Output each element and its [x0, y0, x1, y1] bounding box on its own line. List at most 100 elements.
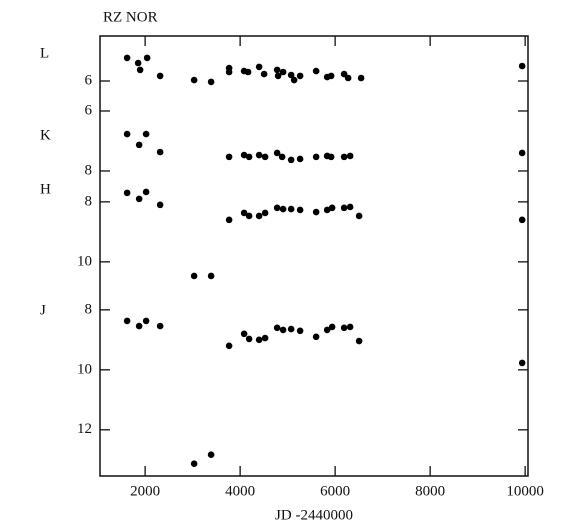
data-point — [190, 460, 198, 468]
data-point — [261, 334, 269, 342]
data-point — [225, 68, 233, 76]
data-point — [245, 212, 253, 220]
data-point — [240, 209, 248, 217]
data-point — [225, 216, 233, 224]
y-tick-label: 8 — [85, 301, 93, 317]
data-point — [323, 326, 331, 334]
data-point — [207, 272, 215, 280]
data-point — [340, 153, 348, 161]
series-label: H — [40, 181, 51, 197]
data-point — [296, 327, 304, 335]
data-point — [156, 201, 164, 209]
data-point — [260, 70, 268, 78]
data-point — [327, 72, 335, 80]
data-point — [123, 317, 131, 325]
data-point — [312, 153, 320, 161]
data-point — [355, 337, 363, 345]
data-point — [245, 153, 253, 161]
data-point — [287, 205, 295, 213]
plot-frame — [99, 35, 529, 477]
data-point — [135, 322, 143, 330]
data-point — [296, 206, 304, 214]
data-point — [327, 153, 335, 161]
data-point — [346, 152, 354, 160]
data-point — [346, 323, 354, 331]
data-point — [312, 333, 320, 341]
data-point — [190, 272, 198, 280]
data-point — [143, 54, 151, 62]
data-point — [123, 54, 131, 62]
data-point — [279, 326, 287, 334]
y-tick-label: 6 — [85, 102, 93, 118]
data-point — [240, 330, 248, 338]
data-point — [355, 212, 363, 220]
data-point — [135, 195, 143, 203]
chart-title: RZ NOR — [103, 9, 158, 25]
data-point — [273, 204, 281, 212]
data-point — [340, 204, 348, 212]
x-tick-label: 6000 — [320, 483, 350, 499]
y-tick-label: 8 — [85, 162, 93, 178]
data-point — [357, 74, 365, 82]
data-point — [245, 335, 253, 343]
y-tick-label: 8 — [85, 193, 93, 209]
data-point — [244, 68, 252, 76]
data-point — [225, 153, 233, 161]
data-point — [142, 317, 150, 325]
data-point — [240, 151, 248, 159]
data-point — [156, 322, 164, 330]
y-tick-label: 12 — [77, 421, 92, 437]
data-point — [134, 59, 142, 67]
data-point — [287, 156, 295, 164]
data-point — [328, 323, 336, 331]
data-point — [207, 451, 215, 459]
data-point — [273, 66, 281, 74]
data-point — [279, 68, 287, 76]
data-point — [518, 359, 526, 367]
data-point — [518, 62, 526, 70]
series-label: J — [40, 302, 46, 318]
data-point — [274, 72, 282, 80]
data-point — [346, 203, 354, 211]
data-point — [255, 63, 263, 71]
series-label: L — [40, 46, 49, 62]
data-point — [207, 78, 215, 86]
data-point — [273, 324, 281, 332]
data-point — [312, 208, 320, 216]
data-point — [142, 188, 150, 196]
x-tick-label: 4000 — [225, 483, 255, 499]
x-tick-label: 8000 — [415, 483, 445, 499]
data-point — [123, 130, 131, 138]
data-point — [156, 148, 164, 156]
data-point — [135, 141, 143, 149]
data-point — [136, 66, 144, 74]
data-point — [518, 149, 526, 157]
data-point — [255, 336, 263, 344]
data-point — [340, 324, 348, 332]
data-point — [261, 153, 269, 161]
data-point — [261, 209, 269, 217]
data-point — [279, 205, 287, 213]
x-axis-label: JD -2440000 — [275, 507, 353, 523]
y-tick-label: 10 — [77, 361, 92, 377]
data-point — [290, 76, 298, 84]
data-point — [156, 72, 164, 80]
data-point — [142, 130, 150, 138]
data-point — [225, 342, 233, 350]
y-tick-label: 6 — [85, 72, 93, 88]
data-point — [296, 155, 304, 163]
series-label: K — [40, 127, 51, 143]
data-point — [190, 76, 198, 84]
x-tick-label: 10000 — [506, 483, 544, 499]
x-tick-label: 2000 — [130, 483, 160, 499]
y-tick-label: 10 — [77, 253, 92, 269]
data-point — [518, 216, 526, 224]
data-point — [278, 153, 286, 161]
data-point — [255, 212, 263, 220]
data-point — [123, 189, 131, 197]
data-point — [323, 206, 331, 214]
data-point — [287, 71, 295, 79]
data-point — [273, 149, 281, 157]
data-point — [296, 72, 304, 80]
